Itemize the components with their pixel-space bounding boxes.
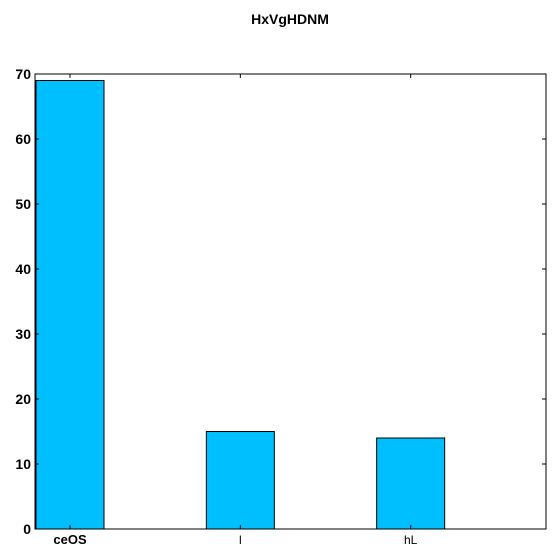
x-axis: ceOS l hL	[53, 74, 418, 547]
y-tick-label: 20	[15, 391, 31, 407]
plot-area-frame	[34, 73, 547, 530]
chart-title: HxVgHDNM	[251, 11, 329, 27]
bar-0	[35, 80, 105, 530]
bar-1	[205, 431, 275, 530]
bars-group	[35, 80, 446, 530]
x-tick-label: hL	[404, 533, 418, 547]
y-tick-label: 30	[15, 326, 31, 342]
x-tick-label: l	[239, 533, 242, 547]
y-axis: 0 10 20 30 40 50 60 70	[15, 66, 546, 537]
y-tick-label: 60	[15, 131, 31, 147]
y-tick-label: 10	[15, 456, 31, 472]
x-tick-label: ceOS	[53, 532, 87, 547]
y-tick-label: 50	[15, 196, 31, 212]
bar-2	[376, 437, 446, 530]
y-tick-label: 40	[15, 261, 31, 277]
y-tick-label: 0	[23, 521, 31, 537]
y-tick-label: 70	[15, 66, 31, 82]
